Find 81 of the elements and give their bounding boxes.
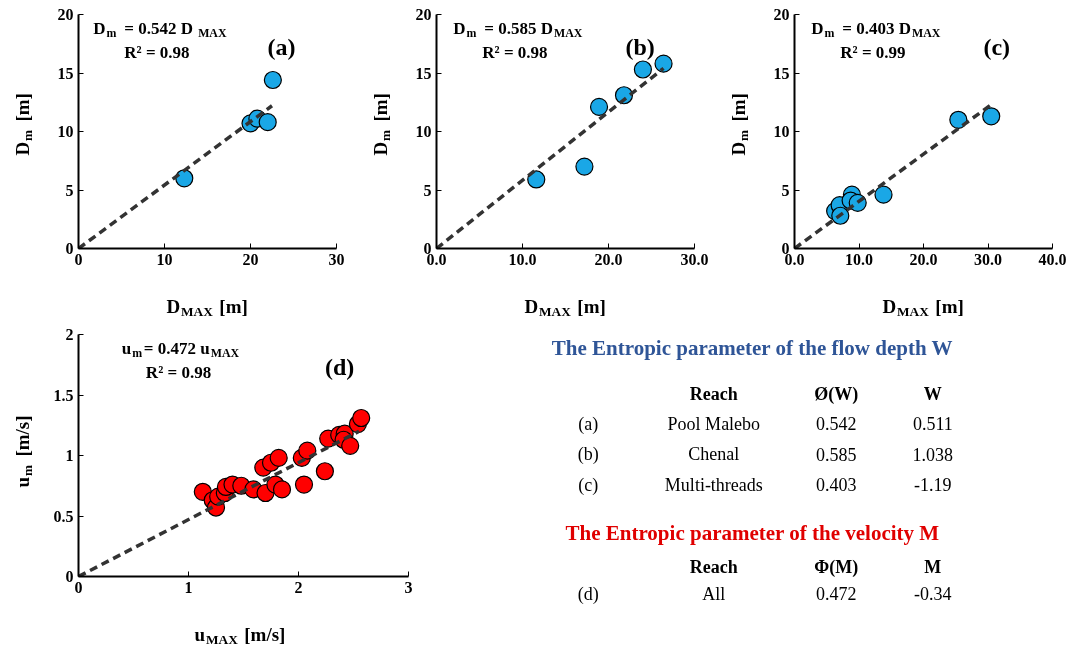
text: M	[924, 556, 942, 577]
x-tick-label: 30.0	[974, 250, 1002, 268]
text: Φ(M)	[814, 556, 859, 578]
x-tick-label: 3	[404, 578, 413, 596]
annotation: R² = 0.98	[124, 43, 190, 62]
text: Pool Malebo	[667, 413, 761, 434]
point	[633, 60, 652, 79]
point	[949, 110, 968, 129]
x-tick-label: 30	[328, 250, 345, 268]
y-tick-label: 1	[65, 447, 74, 464]
y-tick-label: 5	[781, 181, 790, 199]
point	[263, 70, 282, 90]
text: All	[702, 583, 726, 604]
point	[272, 480, 292, 499]
text: (b)	[577, 444, 599, 465]
y-axis-title: Dm [m]	[370, 93, 393, 156]
text: 0.585	[815, 444, 857, 465]
y-tick-label: 5	[65, 181, 74, 199]
text: Reach	[689, 383, 738, 404]
y-tick-label: 10	[57, 123, 74, 140]
y-tick-label: 20	[415, 6, 432, 23]
x-tick-label: 40.0	[1038, 250, 1067, 268]
y-axis-title: Dm [m]	[12, 93, 35, 156]
y-tick-label: 1.5	[53, 386, 74, 404]
point	[294, 475, 314, 494]
y-axis-title: um [m/s]	[12, 415, 35, 488]
point	[982, 107, 1001, 126]
text: 0.403	[815, 475, 857, 495]
x-tick-label: 10.0	[508, 250, 537, 268]
x-tick-label: 20.0	[909, 250, 938, 268]
x-tick-label: 20.0	[594, 250, 623, 268]
y-tick-label: 15	[57, 64, 74, 82]
text: -0.34	[914, 584, 952, 604]
y-tick-label: 2	[65, 326, 74, 343]
point	[352, 408, 371, 428]
text: Reach	[689, 556, 738, 577]
point	[269, 448, 288, 467]
annotation: R² = 0.98	[482, 43, 548, 62]
x-tick-label: 30.0	[680, 250, 709, 268]
annotation: R² = 0.99	[840, 43, 906, 62]
x-tick-label: 10.0	[845, 250, 873, 268]
text: (c)	[578, 474, 599, 496]
text: 0.542	[815, 414, 857, 434]
y-tick-label: 15	[415, 64, 432, 82]
y-tick-label: 10	[773, 123, 790, 140]
point	[527, 170, 546, 189]
y-axis-title: Dm [m]	[728, 93, 751, 156]
text: (d)	[577, 583, 599, 605]
text: The Entropic parameter of the flow depth W	[551, 335, 953, 360]
y-tick-label: 20	[57, 6, 74, 23]
y-tick-label: 20	[773, 6, 790, 23]
point	[589, 97, 609, 117]
text: (a)	[578, 413, 599, 435]
annotation: R² = 0.98	[145, 363, 212, 382]
text: 1.038	[912, 444, 954, 465]
text: W	[923, 383, 942, 404]
text: 0.511	[912, 414, 953, 434]
text: Chenal	[688, 444, 740, 464]
point	[575, 157, 594, 176]
text: (c)	[983, 33, 1011, 60]
y-tick-label: 15	[773, 64, 790, 82]
text: (a)	[267, 33, 296, 60]
point	[654, 54, 673, 73]
point	[315, 462, 334, 481]
text: -1.19	[914, 475, 952, 495]
text: Ø(W)	[814, 383, 859, 405]
point	[341, 436, 360, 455]
y-tick-label: 0.5	[53, 507, 74, 525]
x-tick-label: 20	[242, 250, 259, 268]
point	[258, 113, 277, 132]
point	[874, 185, 893, 204]
x-tick-label: 10	[156, 250, 173, 268]
x-tick-label: 1	[184, 578, 193, 596]
text: Multi-threads	[664, 474, 763, 495]
text: (b)	[625, 33, 655, 60]
y-tick-label: 10	[415, 123, 432, 140]
text: The Entropic parameter of the velocity M	[565, 520, 940, 545]
text: 0.472	[815, 584, 857, 604]
y-tick-label: 5	[423, 181, 432, 199]
x-tick-label: 2	[294, 578, 303, 596]
text: (d)	[325, 353, 355, 380]
